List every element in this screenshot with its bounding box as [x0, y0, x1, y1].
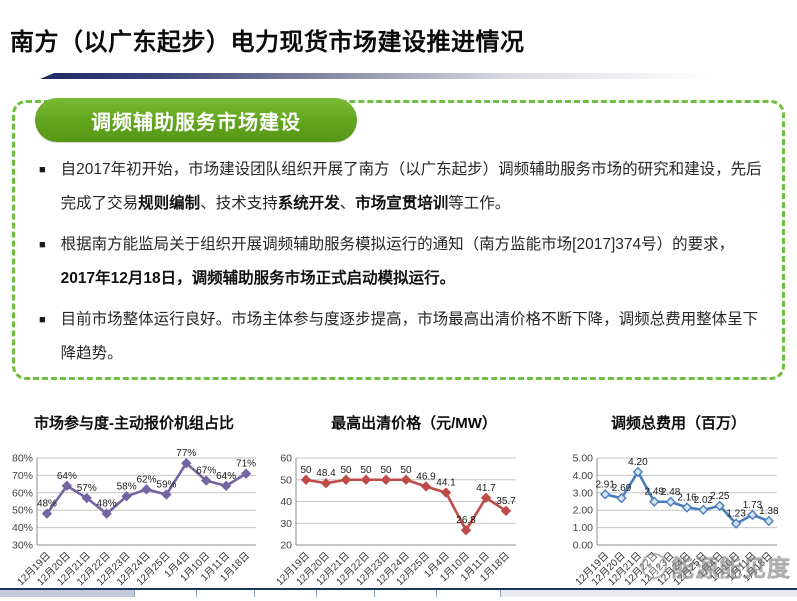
svg-text:50: 50: [300, 465, 312, 476]
svg-text:60: 60: [280, 453, 292, 465]
svg-text:64%: 64%: [216, 471, 236, 482]
table-cell: [197, 590, 255, 597]
svg-text:1.73: 1.73: [743, 500, 763, 511]
svg-text:2.00: 2.00: [573, 505, 594, 517]
svg-text:60%: 60%: [12, 487, 33, 499]
svg-text:1.00: 1.00: [573, 522, 594, 534]
svg-text:26.8: 26.8: [456, 515, 476, 526]
svg-text:57%: 57%: [77, 483, 97, 494]
bullet-text-2: 根据南方能监局关于组织开展调频辅助服务模拟运行的通知（南方监能市场[2017]3…: [61, 228, 762, 296]
table-cell: [437, 590, 501, 597]
cutoff-table-row: [0, 588, 797, 597]
bold-text-segment: 系统开发: [277, 195, 340, 212]
svg-text:64%: 64%: [57, 471, 77, 482]
svg-text:62%: 62%: [136, 474, 156, 485]
text-segment: 目前市场整体运行良好。市场主体参与度逐步提高，市场最高出清价格不断下降，调频总费…: [60, 311, 759, 362]
table-cell: [375, 590, 437, 597]
svg-text:2.02: 2.02: [694, 495, 714, 506]
svg-text:20: 20: [280, 540, 292, 552]
text-segment: 等工作。: [448, 195, 511, 212]
svg-text:59%: 59%: [156, 480, 176, 491]
svg-text:30: 30: [280, 518, 292, 530]
bold-text-segment: 规则编制: [138, 195, 201, 212]
bullet-item-3: ■ 目前市场整体运行良好。市场主体参与度逐步提高，市场最高出清价格不断下降，调频…: [39, 303, 762, 371]
charts-row: 市场参与度-主动报价机组占比 30% 40% 50% 60% 70% 80% 48% 12月1…: [0, 404, 797, 596]
svg-text:48.4: 48.4: [316, 468, 336, 479]
svg-text:2.91: 2.91: [595, 479, 615, 490]
table-cell: [501, 590, 797, 597]
svg-text:50: 50: [400, 465, 412, 476]
chart-plot-total-cost: 0.00 1.00 2.00 3.00 4.00 5.00 2.91 12月19日 2.69 12…: [560, 444, 797, 596]
svg-text:41.7: 41.7: [476, 483, 496, 494]
svg-text:2.49: 2.49: [645, 487, 665, 498]
square-bullet-icon: ■: [39, 239, 46, 251]
bullet-item-2: ■ 根据南方能监局关于组织开展调频辅助服务模拟运行的通知（南方监能市场[2017…: [39, 228, 762, 296]
chart-market-participation: 市场参与度-主动报价机组占比 30% 40% 50% 60% 70% 80% 48% 12月1…: [0, 404, 268, 596]
text-segment: 根据南方能监局关于组织开展调频辅助服务模拟运行的通知（南方监能市场[2017]3…: [60, 236, 735, 253]
chart-clearing-price: 最高出清价格（元/MW） 20 30 40 50 60 50 12月19日 48.4 12月20…: [268, 404, 560, 596]
chart-title-total-cost: 调频总费用（百万）: [610, 415, 746, 432]
svg-text:5.00: 5.00: [573, 453, 594, 465]
chart-plot-clearing-price: 20 30 40 50 60 50 12月19日 48.4 12月20日 50 12月21日 50 12…: [268, 444, 560, 596]
svg-text:46.9: 46.9: [416, 471, 436, 482]
svg-text:50%: 50%: [12, 505, 33, 517]
section-header-label: 调频辅助服务市场建设: [91, 111, 301, 134]
svg-text:2.25: 2.25: [710, 491, 730, 502]
svg-text:50: 50: [360, 465, 372, 476]
table-cell: [135, 590, 197, 597]
bold-text-segment: 2017年12月18日，调频辅助服务市场正式启动模拟运行。: [60, 270, 456, 287]
svg-text:35.7: 35.7: [496, 496, 516, 507]
svg-text:2.16: 2.16: [677, 492, 697, 503]
svg-text:0.00: 0.00: [573, 540, 594, 552]
table-cell: [255, 590, 317, 597]
text-segment: 、技术支持: [200, 195, 278, 212]
svg-text:2.48: 2.48: [661, 487, 681, 498]
svg-text:80%: 80%: [12, 453, 33, 465]
svg-text:58%: 58%: [117, 481, 137, 492]
svg-text:50: 50: [380, 465, 392, 476]
svg-text:71%: 71%: [236, 459, 256, 470]
square-bullet-icon: ■: [39, 164, 46, 176]
svg-text:4.20: 4.20: [628, 457, 648, 468]
table-cell: [0, 590, 135, 597]
svg-text:44.1: 44.1: [436, 478, 456, 489]
svg-text:50: 50: [280, 474, 292, 486]
title-divider: [40, 73, 710, 79]
chart-title-participation: 市场参与度-主动报价机组占比: [34, 415, 234, 432]
svg-text:3.00: 3.00: [573, 487, 594, 499]
svg-text:48%: 48%: [97, 499, 117, 510]
svg-text:67%: 67%: [196, 466, 216, 477]
svg-text:30%: 30%: [12, 540, 33, 552]
bullet-text-3: 目前市场整体运行良好。市场主体参与度逐步提高，市场最高出清价格不断下降，调频总费…: [61, 303, 762, 371]
chart-total-cost: 调频总费用（百万） 0.00 1.00 2.00 3.00 4.00 5.00 2.91 12…: [560, 404, 797, 596]
bullet-text-1: 自2017年初开始，市场建设团队组织开展了南方（以广东起步）调频辅助服务市场的研…: [61, 153, 762, 221]
svg-text:40: 40: [280, 496, 292, 508]
svg-text:4.00: 4.00: [573, 470, 594, 482]
svg-text:48%: 48%: [37, 499, 57, 510]
chart-title-clearing-price: 最高出清价格（元/MW）: [331, 415, 497, 432]
svg-text:70%: 70%: [12, 470, 33, 482]
text-segment: 、: [339, 195, 356, 212]
svg-text:77%: 77%: [176, 448, 196, 459]
svg-text:1.38: 1.38: [759, 506, 779, 517]
section-header-tab: 调频辅助服务市场建设: [35, 98, 357, 142]
bullet-item-1: ■ 自2017年初开始，市场建设团队组织开展了南方（以广东起步）调频辅助服务市场…: [39, 153, 762, 221]
page-title: 南方（以广东起步）电力现货市场建设推进情况: [10, 29, 525, 56]
square-bullet-icon: ■: [39, 314, 46, 326]
svg-text:2.69: 2.69: [612, 483, 632, 494]
svg-text:50: 50: [340, 465, 352, 476]
text-segment: 自2017年初开始，市场建设团队组织开展了南方（以广东起步）调频辅助服务市场的研…: [60, 161, 762, 212]
table-cell: [317, 590, 375, 597]
frequency-market-section-box: ■ 自2017年初开始，市场建设团队组织开展了南方（以广东起步）调频辅助服务市场…: [12, 100, 785, 380]
chart-plot-participation: 30% 40% 50% 60% 70% 80% 48% 12月19日 64% 12月20日 57% 1…: [0, 444, 268, 596]
svg-text:40%: 40%: [12, 522, 33, 534]
bold-text-segment: 市场宣贯培训: [355, 195, 449, 212]
svg-text:1.23: 1.23: [726, 509, 746, 520]
